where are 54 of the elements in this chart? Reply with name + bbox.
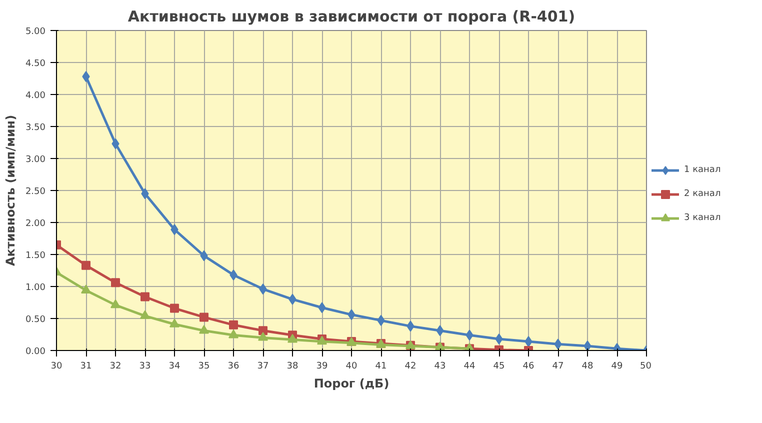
point (170, 304, 179, 313)
y-tick-label: 4.50 (25, 59, 46, 69)
x-tick-label: 46 (522, 362, 534, 372)
x-tick-label: 38 (286, 362, 298, 372)
point (81, 284, 91, 294)
point (258, 332, 268, 341)
point (82, 260, 90, 270)
x-tick-label: 35 (198, 362, 210, 372)
legend-label: 2 канал (684, 188, 721, 198)
x-tick-label: 30 (50, 362, 62, 372)
point (288, 334, 298, 343)
x-tick-label: 36 (228, 362, 240, 372)
x-tick-label: 41 (375, 362, 387, 372)
point (229, 320, 238, 330)
point (170, 318, 180, 328)
x-tick-label: 42 (404, 362, 416, 372)
point (200, 312, 208, 322)
point (584, 340, 592, 350)
x-tick-label: 33 (139, 362, 151, 372)
x-tick-label: 39 (316, 362, 328, 372)
point (140, 310, 150, 320)
x-axis-title: Порог (дБ) (314, 376, 390, 390)
y-tick-label: 3.00 (25, 155, 46, 165)
y-tick-label: 2.50 (25, 187, 46, 197)
y-tick-label: 1.00 (25, 283, 46, 293)
legend-label: 1 канал (684, 164, 721, 174)
y-tick-label: 0.00 (25, 347, 46, 357)
chart-title: Активность шумов в зависимости от порога (R-401) (128, 8, 576, 26)
point (199, 324, 209, 334)
x-tick-label: 31 (80, 362, 92, 372)
y-tick-label: 1.50 (25, 251, 46, 261)
x-tick-label: 45 (493, 362, 505, 372)
point (228, 329, 238, 338)
x-tick-label: 43 (434, 362, 446, 372)
point (140, 292, 150, 302)
x-tick-label: 37 (257, 362, 269, 372)
x-tick-label: 47 (552, 362, 564, 372)
point (258, 326, 268, 336)
x-tick-label: 40 (346, 362, 358, 372)
y-tick-label: 3.50 (25, 123, 46, 133)
x-tick-label: 49 (611, 362, 623, 372)
x-tick-label: 44 (464, 362, 476, 372)
x-tick-label: 32 (110, 362, 122, 372)
y-tick-label: 5.00 (25, 27, 46, 37)
y-tick-label: 4.00 (25, 91, 46, 101)
y-axis-title: Активность (имп/мин) (3, 114, 18, 266)
x-tick-label: 50 (640, 362, 652, 372)
legend-label: 3 канал (684, 212, 721, 222)
point (111, 278, 120, 288)
y-tick-label: 2.00 (25, 219, 46, 229)
point (110, 299, 120, 308)
x-tick-label: 48 (582, 362, 594, 372)
x-tick-label: 34 (168, 362, 180, 372)
y-tick-label: 0.50 (25, 315, 46, 325)
